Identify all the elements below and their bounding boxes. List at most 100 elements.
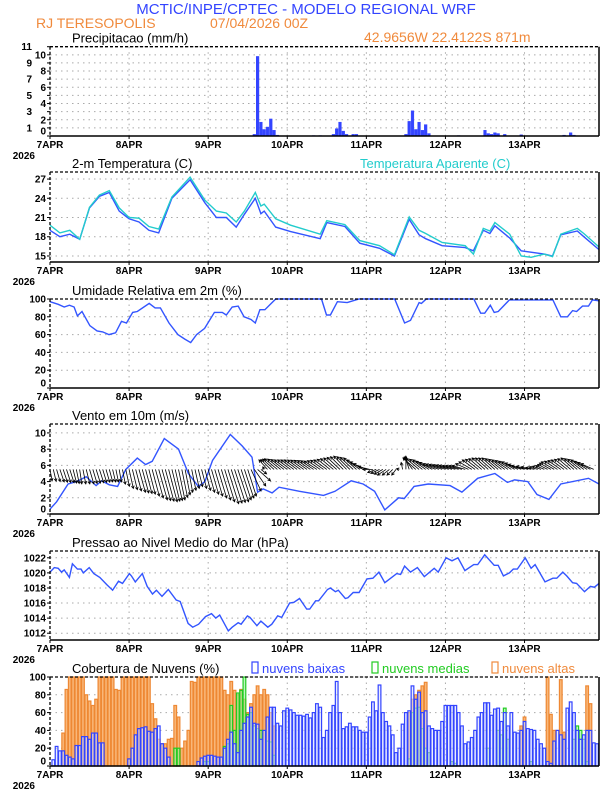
cloud-bar: [492, 708, 497, 767]
y-tick-label: 1012: [24, 629, 47, 640]
cloud-bar: [496, 707, 501, 767]
y-tick-label: 2: [40, 493, 46, 504]
cloud-bar: [67, 756, 72, 767]
wind-vector-arrow: [247, 469, 258, 497]
x-tick-label: 7APR: [37, 266, 64, 277]
cloud-bar: [311, 711, 316, 767]
wind-vector-arrow: [336, 456, 351, 470]
cloud-bar: [196, 676, 201, 767]
cloud-bar: [113, 688, 118, 767]
cloud-bar: [183, 740, 188, 767]
wind-vector-arrow: [194, 469, 201, 490]
y-tick-label: 15: [35, 251, 47, 262]
x-tick-label: 12APR: [429, 392, 462, 403]
cloud-bar: [127, 676, 132, 767]
cloud-bar: [252, 722, 257, 767]
y-tick-label: 0: [40, 757, 46, 768]
cloud-bar: [436, 729, 441, 767]
cloud-bar: [591, 742, 596, 767]
wind-vector-arrow: [543, 460, 558, 470]
panel-title: Umidade Relativa em 2m (%): [72, 283, 242, 298]
precip-bar: [417, 121, 421, 137]
wind-vector-arrow: [399, 461, 404, 470]
y-tick-label: 0: [40, 505, 46, 516]
wind-vector-arrow: [550, 459, 565, 470]
cloud-bar: [572, 711, 576, 767]
wind-vector-arrow: [536, 463, 548, 470]
x-tick-label: 13APR: [508, 518, 541, 529]
wind-vector-arrow: [408, 458, 423, 470]
x-year-label: 2026: [13, 151, 36, 162]
cloud-bar: [189, 680, 194, 767]
cloud-bar: [153, 728, 158, 767]
wind-vector-arrow: [204, 469, 212, 492]
wind-vector-arrow: [85, 469, 91, 485]
y-tick-label: 40: [35, 348, 47, 359]
cloud-bar: [308, 717, 313, 767]
cloud-bar: [179, 747, 184, 767]
wind-vector-arrow: [471, 457, 486, 470]
y-tick-label: 6: [40, 83, 46, 94]
wind-vector-arrow: [148, 469, 157, 495]
wind-vector-arrow: [547, 460, 562, 470]
x-tick-label: 11APR: [351, 140, 383, 151]
wind-vector-arrow: [300, 460, 314, 470]
wind-vector-arrow: [494, 460, 509, 470]
cloud-bar: [71, 676, 76, 767]
y-tick-label: 1018: [24, 583, 47, 594]
wind-vector-arrow: [326, 456, 341, 470]
cloud-bar: [229, 731, 234, 767]
cloud-bar: [522, 720, 527, 767]
cloud-bar: [420, 711, 425, 767]
wind-vector-arrow: [319, 458, 334, 470]
wind-vector-arrow: [323, 457, 337, 470]
series-line-0: [49, 178, 600, 257]
wind-vector-arrow: [538, 462, 552, 470]
cloud-bar: [202, 676, 207, 767]
wind-vector-arrow: [108, 469, 114, 483]
y-tick-label: 1016: [24, 599, 47, 610]
cloud-bar: [344, 726, 349, 767]
legend-apparent-temperature: Temperatura Aparente (C): [360, 156, 510, 171]
cloud-bar: [249, 706, 253, 767]
cloud-bar: [562, 738, 567, 767]
precip-bar: [420, 130, 424, 137]
cloud-bar: [595, 743, 599, 767]
cloud-bar: [143, 726, 148, 767]
wind-vector-arrow: [567, 458, 581, 470]
wind-vector-arrow: [161, 469, 172, 502]
x-tick-label: 7APR: [37, 518, 64, 529]
plot-area: [49, 175, 600, 259]
panel-title: 2-m Temperatura (C): [72, 156, 192, 171]
x-tick-label: 10APR: [271, 266, 304, 277]
header-coords: 42.9656W 22.4122S 871m: [364, 29, 531, 45]
wind-vector-arrow: [227, 469, 240, 505]
x-tick-label: 12APR: [429, 644, 462, 655]
wind-vector-arrow: [497, 460, 512, 470]
cloud-bar: [489, 714, 494, 767]
wind-vector-arrow: [197, 469, 204, 488]
x-tick-label: 8APR: [116, 266, 143, 277]
wind-vector-arrow: [484, 458, 499, 470]
y-tick-label: 100: [29, 295, 46, 306]
precip-bar: [410, 110, 415, 137]
panel-0: 7APR 8APR 9APR 10APR 11APR 12APR 13APR 2026 0123…: [13, 31, 600, 162]
wind-vector-arrow: [431, 463, 446, 470]
wind-vector-arrow: [62, 469, 69, 484]
cloud-bar: [305, 713, 309, 767]
cloud-bar: [440, 720, 445, 767]
wind-vector-arrow: [131, 469, 139, 491]
plot-area: [49, 433, 600, 512]
wind-vector-arrow: [122, 469, 127, 485]
cloud-bar: [232, 743, 237, 767]
cloud-bar: [479, 711, 484, 767]
wind-vector-arrow: [211, 469, 220, 495]
plot-area: [49, 298, 600, 344]
cloud-bar: [265, 716, 270, 767]
cloud-bar: [291, 711, 296, 767]
wind-vector-arrow: [138, 469, 147, 494]
cloud-bar: [212, 676, 217, 767]
cloud-bar: [357, 729, 362, 767]
wind-vector-arrow: [570, 459, 585, 470]
wind-vector-arrow: [468, 458, 482, 470]
